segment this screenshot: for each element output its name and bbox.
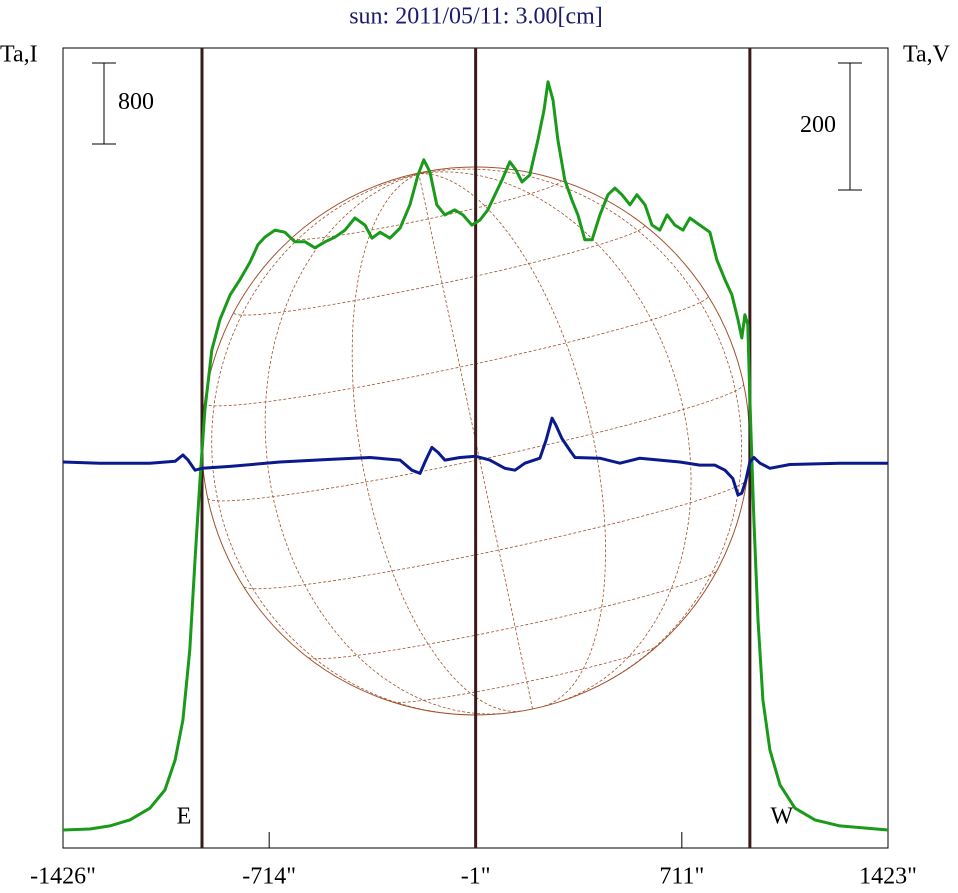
x-tick-label: 1423"	[859, 864, 917, 890]
series-line	[62, 416, 888, 497]
series-line	[62, 80, 889, 832]
disk-grid-line	[243, 479, 748, 590]
x-tick-label: -1"	[461, 864, 491, 890]
disk-grid-line	[351, 173, 521, 712]
x-tick-label: 711"	[659, 864, 704, 890]
disk-grid-line	[233, 225, 645, 316]
disk-grid-line	[264, 173, 501, 715]
limb-label: W	[771, 804, 794, 830]
disk-grid-line	[292, 180, 561, 240]
disk-grid-line	[211, 173, 451, 715]
scale-bar-label: 800	[118, 89, 154, 115]
y-axis-label: Ta,I	[0, 42, 38, 68]
limb-label: E	[177, 804, 192, 830]
x-tick-label: -714"	[242, 864, 296, 890]
disk-grid-line	[204, 296, 709, 407]
disk-grid-line	[418, 171, 692, 701]
disk-grid-line	[207, 383, 744, 502]
disk-grid-line	[308, 570, 717, 660]
chart-title: sun: 2011/05/11: 3.00[cm]	[349, 4, 603, 30]
x-tick-label: -1426"	[30, 864, 96, 890]
disk-grid-line	[418, 173, 606, 707]
disk-grid-line	[418, 168, 743, 681]
scale-bar-label: 200	[800, 112, 836, 138]
y2-axis-label: Ta,V	[903, 42, 951, 68]
